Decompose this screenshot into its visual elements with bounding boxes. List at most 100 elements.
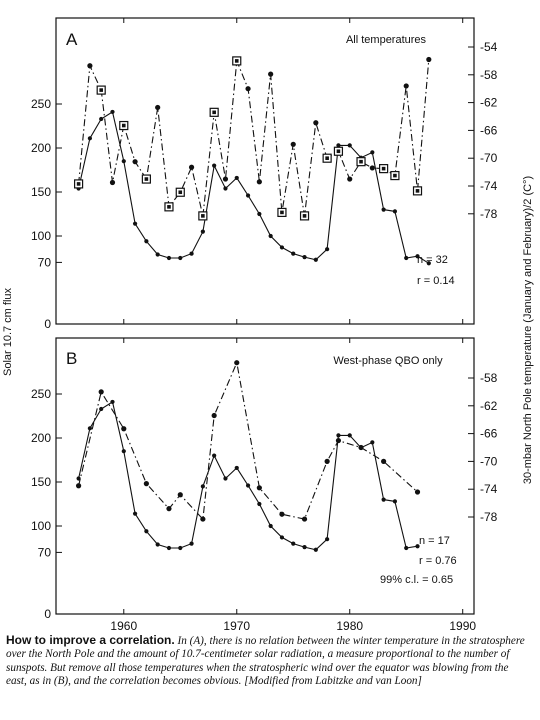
left-tick-label: 100 <box>31 519 51 533</box>
temperature-point <box>290 141 296 147</box>
solar-flux-point <box>110 109 115 115</box>
panel-a-letter: A <box>66 30 78 49</box>
solar-flux-point <box>370 150 375 155</box>
solar-flux-point <box>245 193 251 198</box>
solar-flux-point <box>212 163 217 168</box>
temperature-square-marker-core <box>76 182 81 186</box>
temperature-square-marker-core <box>201 214 205 218</box>
panel-a-left-axis: 0 70 100 150 200 250 <box>31 97 62 331</box>
temperature-square-marker-core <box>144 177 149 181</box>
solar-flux-point <box>302 545 307 550</box>
temperature-point <box>98 389 104 395</box>
solar-flux-point <box>234 175 239 181</box>
temperature-square-marker-core <box>359 159 363 164</box>
temperature-line <box>78 360 418 521</box>
left-tick-label: 0 <box>44 317 51 331</box>
solar-flux-point <box>144 239 149 244</box>
solar-flux-point <box>144 529 149 534</box>
right-tick-label: -62 <box>480 96 498 110</box>
solar-flux-point <box>178 545 183 551</box>
panel-b-stat-n: n = 17 <box>419 535 450 547</box>
solar-flux-point <box>404 255 409 261</box>
panel-b-frame <box>55 337 475 615</box>
right-axis-title: 30-mbar North Pole temperature (January … <box>522 176 534 484</box>
temperature-point <box>75 483 82 489</box>
solar-flux-point <box>178 255 183 261</box>
temperature-square-marker-core <box>121 123 126 128</box>
x-tick-label: 1960 <box>110 619 137 632</box>
panel-b-stat-cl: 99% c.l. = 0.65 <box>380 574 453 586</box>
temperature-square-marker-core <box>178 190 183 195</box>
temperature-point <box>381 458 387 464</box>
temperature-point <box>132 159 138 165</box>
left-tick-label: 200 <box>31 141 51 155</box>
temperature-point <box>324 458 330 464</box>
solar-flux-point <box>313 257 318 262</box>
solar-flux-point <box>268 523 273 529</box>
solar-flux-point <box>291 251 296 256</box>
temperature-point <box>335 437 342 444</box>
solar-flux-point <box>370 440 375 445</box>
solar-flux-point <box>155 252 160 257</box>
temperature-point <box>358 444 364 451</box>
right-tick-label: -70 <box>480 454 498 468</box>
solar-flux-point <box>189 541 194 546</box>
solar-flux-point <box>200 484 205 489</box>
solar-flux-point <box>212 453 217 458</box>
left-tick-label: 250 <box>31 97 51 111</box>
left-tick-label: 150 <box>31 475 51 489</box>
solar-flux-point <box>87 426 92 431</box>
temperature-point <box>426 56 432 63</box>
solar-flux-point <box>302 255 307 260</box>
solar-flux-point <box>87 136 92 141</box>
panel-b-letter: B <box>66 349 77 368</box>
panel-a-right-axis: -54 -58 -62 -66 -70 -74 -78 <box>468 40 498 221</box>
solar-flux-point <box>279 245 285 250</box>
caption-body: In (A), there is no relation between the… <box>6 635 525 688</box>
solar-flux-point <box>415 254 420 259</box>
left-tick-label: 150 <box>31 185 51 199</box>
right-tick-label: -54 <box>480 40 498 54</box>
temperature-square-marker-core <box>212 110 216 115</box>
right-tick-label: -58 <box>480 371 498 385</box>
temperature-point <box>403 83 409 89</box>
figure-caption: How to improve a correlation. In (A), th… <box>6 633 532 689</box>
temperature-point <box>177 492 183 498</box>
temperature-square-marker-core <box>415 189 420 193</box>
temperature-point <box>200 516 206 522</box>
panel-a-x-axis <box>123 18 464 324</box>
temperature-point <box>414 489 421 495</box>
temperature-point <box>87 63 93 69</box>
solar-flux-point <box>223 186 228 191</box>
solar-flux-point <box>166 255 172 261</box>
solar-flux-point <box>268 233 273 239</box>
solar-flux-point <box>325 537 330 542</box>
solar-flux-point <box>257 501 262 507</box>
solar-flux-point <box>313 547 318 552</box>
temperature-square-marker-core <box>393 173 397 178</box>
temperature-point <box>256 179 262 185</box>
right-tick-label: -70 <box>480 151 498 165</box>
temperature-square-marker-core <box>280 210 284 215</box>
panel-a-series <box>73 56 432 266</box>
solar-flux-point <box>245 483 251 488</box>
left-tick-label: 100 <box>31 229 51 243</box>
right-tick-label: -78 <box>480 207 498 221</box>
right-tick-label: -74 <box>480 179 498 193</box>
temperature-square-marker-core <box>325 156 329 160</box>
panel-b-series <box>75 360 421 552</box>
solar-flux-point <box>155 542 160 547</box>
temperature-point <box>245 86 251 92</box>
panel-a-frame <box>55 17 475 325</box>
left-tick-label: 70 <box>38 545 52 559</box>
x-tick-label: 1990 <box>449 619 476 632</box>
right-tick-label: -66 <box>480 427 498 441</box>
temperature-square-marker-core <box>234 59 239 63</box>
panel-b-stat-r: r = 0.76 <box>419 555 457 567</box>
panel-b-left-axis: 0 70 100 150 200 250 <box>31 387 62 621</box>
temperature-line <box>78 59 430 217</box>
panel-b-right-axis: -58 -62 -66 -70 -74 -78 <box>468 371 498 524</box>
solar-flux-point <box>99 406 104 412</box>
